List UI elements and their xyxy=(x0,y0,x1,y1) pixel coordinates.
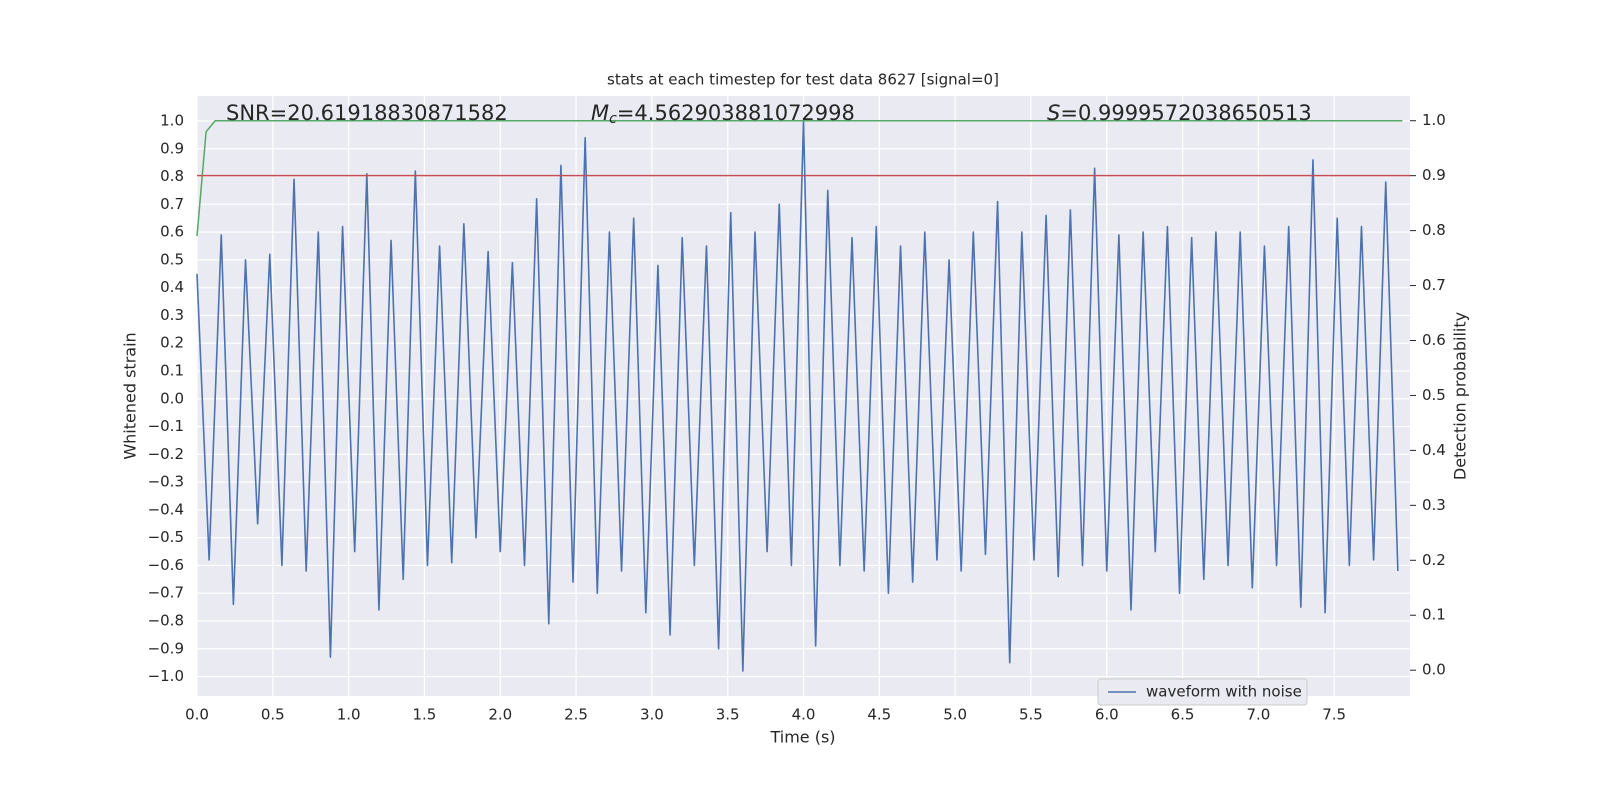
y2-tick-label: 0.8 xyxy=(1422,221,1446,239)
y-tick-label: −0.3 xyxy=(148,473,184,491)
x-tick-label: 6.0 xyxy=(1095,706,1119,724)
annotation-text: =0.9999572038650513 xyxy=(1060,101,1311,125)
x-tick-label: 3.0 xyxy=(640,706,664,724)
series-line xyxy=(196,119,1403,237)
x-tick-label: 7.5 xyxy=(1322,706,1346,724)
y-tick-label: 0.3 xyxy=(160,306,184,324)
y2-tick-label: 0.9 xyxy=(1422,166,1446,184)
x-tick-label: 5.0 xyxy=(943,706,967,724)
y2-tick-label: 0.5 xyxy=(1422,386,1446,404)
y2-axis-label: Detection probability xyxy=(1451,312,1470,480)
series-line xyxy=(196,120,1399,672)
y2-tick-label: 0.7 xyxy=(1422,276,1446,294)
annotation-text: =4.562903881072998 xyxy=(617,101,855,125)
x-tick-label: 1.0 xyxy=(337,706,361,724)
y-tick-label: −1.0 xyxy=(148,667,184,685)
y-tick-label: 0.0 xyxy=(160,389,184,407)
x-tick-label: 6.5 xyxy=(1171,706,1195,724)
legend-box xyxy=(1097,678,1308,706)
x-tick-label: 7.0 xyxy=(1246,706,1270,724)
y-tick-label: −0.2 xyxy=(148,445,184,463)
y2-tick-label: 0.4 xyxy=(1422,441,1446,459)
x-tick-label: 2.5 xyxy=(564,706,588,724)
annotation: Mc=4.562903881072998 xyxy=(591,101,855,127)
y-tick-label: −0.6 xyxy=(148,556,184,574)
y2-tick-label: 1.0 xyxy=(1422,111,1446,129)
y-tick-label: 0.8 xyxy=(160,167,184,185)
legend-label: waveform with noise xyxy=(1146,683,1302,701)
y2-tick-label: 0.1 xyxy=(1422,606,1446,624)
y-tick-label: 0.1 xyxy=(160,362,184,380)
y-tick-label: 0.2 xyxy=(160,334,184,352)
x-tick-label: 4.0 xyxy=(792,706,816,724)
annotation: S=0.9999572038650513 xyxy=(1047,101,1312,125)
annotation-symbol: S xyxy=(1047,101,1060,125)
y-tick-label: −0.8 xyxy=(148,612,184,630)
annotation-subscript: c xyxy=(609,111,617,127)
annotation-text: SNR=20.61918830871582 xyxy=(226,101,508,125)
x-tick-label: 4.5 xyxy=(867,706,891,724)
y2-tick-label: 0.0 xyxy=(1422,661,1446,679)
y-tick-label: 0.5 xyxy=(160,250,184,268)
y-tick-label: 0.7 xyxy=(160,195,184,213)
y-tick-label: 0.4 xyxy=(160,278,184,296)
y-tick-label: −0.5 xyxy=(148,528,184,546)
annotation-symbol: M xyxy=(591,101,609,125)
y-tick-label: −0.1 xyxy=(148,417,184,435)
y-tick-label: 1.0 xyxy=(160,112,184,130)
y2-tick-label: 0.3 xyxy=(1422,496,1446,514)
annotation: SNR=20.61918830871582 xyxy=(226,101,508,125)
y-tick-label: 0.6 xyxy=(160,223,184,241)
x-tick-label: 2.0 xyxy=(488,706,512,724)
y-tick-label: 0.9 xyxy=(160,139,184,157)
x-tick-label: 0.0 xyxy=(185,706,209,724)
x-tick-label: 0.5 xyxy=(261,706,285,724)
y2-tick-label: 0.6 xyxy=(1422,331,1446,349)
x-tick-label: 3.5 xyxy=(716,706,740,724)
x-tick-label: 5.5 xyxy=(1019,706,1043,724)
x-axis-label: Time (s) xyxy=(769,728,835,747)
y-tick-label: −0.9 xyxy=(148,639,184,657)
y-tick-label: −0.7 xyxy=(148,584,184,602)
x-tick-label: 1.5 xyxy=(413,706,437,724)
y-axis-label: Whitened strain xyxy=(121,332,140,459)
chart-title: stats at each timestep for test data 862… xyxy=(607,71,999,89)
y-tick-label: −0.4 xyxy=(148,500,184,518)
y2-tick-label: 0.2 xyxy=(1422,551,1446,569)
